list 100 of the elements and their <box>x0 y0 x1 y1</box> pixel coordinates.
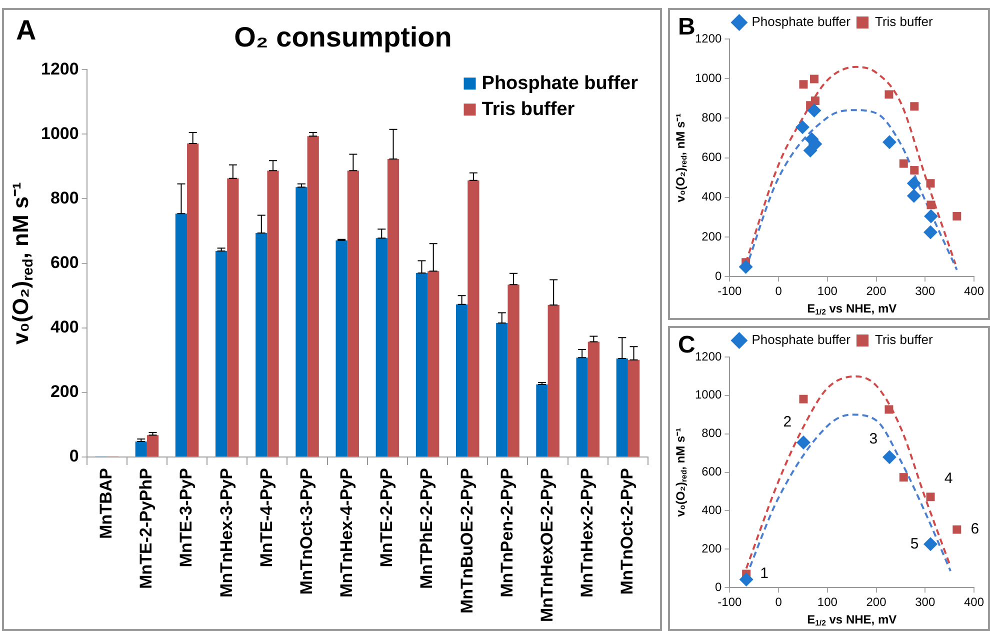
legend-label: Phosphate buffer <box>752 332 852 348</box>
point <box>924 225 938 240</box>
bar <box>576 358 588 457</box>
point <box>807 103 822 118</box>
bar <box>347 170 359 457</box>
annotation: 4 <box>944 470 953 488</box>
point <box>906 188 921 203</box>
text: C <box>678 332 696 359</box>
point <box>906 176 921 190</box>
x-tick-label: MnTE-4-PyP <box>256 468 276 568</box>
bar <box>548 304 560 457</box>
bar <box>628 360 640 457</box>
annotation: 6 <box>970 520 980 538</box>
point <box>810 74 818 84</box>
point <box>796 120 810 134</box>
bar <box>616 358 628 457</box>
y-tick-label: 600 <box>50 253 79 272</box>
point <box>926 492 935 502</box>
point <box>910 166 919 175</box>
x-tick-label: 400 <box>964 284 984 298</box>
x-tick-label: MnTnHex-2-PyP <box>578 468 597 598</box>
bar <box>307 136 319 457</box>
point <box>810 96 820 106</box>
y-tick-label: 800 <box>702 426 722 440</box>
y-axis-title: v₀(O₂)red, nM s⁻¹ <box>8 182 37 345</box>
point <box>884 90 894 99</box>
y-tick-label: 800 <box>50 188 79 208</box>
chart-title: O₂ consumption <box>234 22 452 53</box>
bar <box>227 178 239 457</box>
y-tick-label: 600 <box>702 150 722 164</box>
x-tick-label: 300 <box>915 284 936 298</box>
point <box>924 537 938 552</box>
x-tick-label: MnTE-2-PyPhP <box>136 468 156 589</box>
x-tick-label: MnTPhE-2-PyP <box>417 468 436 589</box>
annotation: 5 <box>910 535 919 552</box>
y-tick-label: 1000 <box>694 388 722 402</box>
bar <box>536 384 548 457</box>
point <box>899 159 908 168</box>
x-tick-label: 100 <box>817 284 838 298</box>
x-tick-label: MnTE-3-PyP <box>176 468 196 568</box>
point <box>799 80 808 89</box>
point <box>884 405 894 414</box>
x-tick-label: 0 <box>775 595 782 610</box>
bar <box>428 271 440 457</box>
y-tick-label: 600 <box>702 464 722 479</box>
bar <box>416 273 428 457</box>
point <box>924 209 938 224</box>
y-tick-label: 800 <box>702 110 722 125</box>
y-tick-label: 1200 <box>694 349 722 364</box>
y-tick-label: 200 <box>50 382 79 402</box>
y-tick-label: 400 <box>50 318 79 337</box>
point <box>882 450 896 464</box>
annotation: 3 <box>869 430 878 448</box>
bar <box>267 170 279 457</box>
legend-label: Tris buffer <box>482 98 576 120</box>
x-tick-label: -100 <box>718 595 742 610</box>
x-tick-label: MnTnBuOE-2-PyP <box>457 468 476 614</box>
point <box>910 102 919 111</box>
point <box>739 572 754 587</box>
text: B <box>678 14 696 41</box>
x-tick-label: MnTnPen-2-PyP <box>497 468 516 598</box>
x-tick-label: 0 <box>775 284 782 298</box>
x-tick-label: 100 <box>817 595 838 610</box>
line-series <box>745 375 952 570</box>
bar <box>336 240 348 457</box>
legend-label: Phosphate buffer <box>752 14 852 30</box>
point <box>952 212 962 220</box>
y-tick-label: 1000 <box>40 124 79 143</box>
point <box>899 473 908 482</box>
point <box>796 436 810 450</box>
bar <box>215 251 228 457</box>
x-tick-label: 200 <box>866 284 887 298</box>
text: A <box>16 14 36 46</box>
y-tick-label: 1200 <box>694 31 722 46</box>
y-tick-label: 1200 <box>40 59 79 78</box>
x-tick-label: MnTnHexOE-2-PyP <box>537 468 556 622</box>
legend-label: Tris buffer <box>874 332 934 348</box>
y-tick-label: 400 <box>702 190 722 204</box>
x-tick-label: 300 <box>915 595 936 610</box>
annotation: 1 <box>760 565 768 582</box>
point <box>738 260 753 274</box>
point <box>952 525 962 534</box>
x-tick-label: MnTnHex-4-PyP <box>337 468 356 598</box>
bar <box>256 232 268 457</box>
x-tick-label: MnTBAP <box>96 468 116 539</box>
bar <box>135 442 147 457</box>
x-tick-label: MnTnOct-2-PyP <box>618 468 637 595</box>
point <box>882 135 896 150</box>
x-tick-label: -100 <box>718 284 742 298</box>
bar <box>175 214 188 457</box>
y-tick-label: 0 <box>69 446 79 466</box>
bar <box>376 238 388 457</box>
point <box>926 179 935 188</box>
y-tick-label: 0 <box>715 268 722 283</box>
point <box>799 394 808 404</box>
x-tick-label: MnTnHex-3-PyP <box>216 468 236 598</box>
bar <box>588 342 600 457</box>
x-tick-label: 200 <box>866 595 887 610</box>
point <box>926 200 936 210</box>
bar <box>187 144 199 457</box>
